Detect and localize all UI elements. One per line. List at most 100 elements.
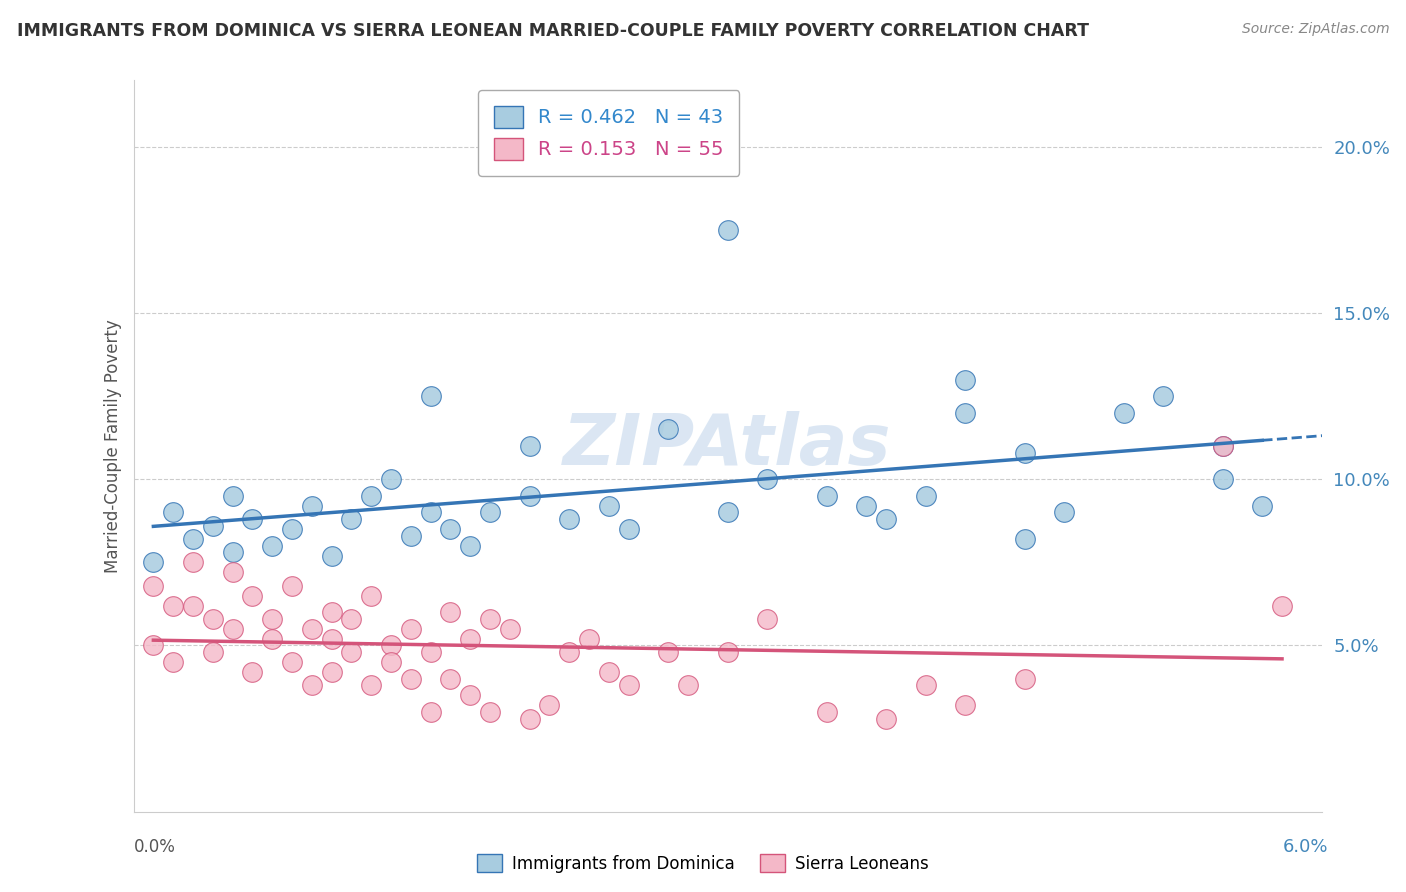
Point xyxy=(657,645,679,659)
Point xyxy=(181,555,204,569)
Point xyxy=(815,489,838,503)
Point xyxy=(360,678,382,692)
Point xyxy=(617,522,640,536)
Point xyxy=(221,566,243,580)
Point xyxy=(756,612,779,626)
Point xyxy=(717,506,740,520)
Text: Source: ZipAtlas.com: Source: ZipAtlas.com xyxy=(1241,22,1389,37)
Point xyxy=(439,522,461,536)
Point xyxy=(181,532,204,546)
Point xyxy=(360,489,382,503)
Point xyxy=(201,612,224,626)
Point xyxy=(458,632,481,646)
Point xyxy=(242,512,264,526)
Point xyxy=(142,555,165,569)
Point xyxy=(340,512,363,526)
Point xyxy=(1014,532,1036,546)
Point xyxy=(855,499,877,513)
Point xyxy=(419,389,441,403)
Point xyxy=(262,539,284,553)
Point xyxy=(519,712,541,726)
Point xyxy=(717,645,740,659)
Point xyxy=(458,539,481,553)
Legend: Immigrants from Dominica, Sierra Leoneans: Immigrants from Dominica, Sierra Leonean… xyxy=(471,847,935,880)
Point xyxy=(419,506,441,520)
Point xyxy=(380,639,402,653)
Point xyxy=(281,655,304,669)
Point xyxy=(676,678,699,692)
Point xyxy=(519,489,541,503)
Point xyxy=(538,698,561,713)
Point xyxy=(1014,445,1036,459)
Point xyxy=(360,589,382,603)
Point xyxy=(478,705,502,719)
Point xyxy=(181,599,204,613)
Point xyxy=(399,622,422,636)
Point xyxy=(1271,599,1294,613)
Point xyxy=(617,678,640,692)
Y-axis label: Married-Couple Family Poverty: Married-Couple Family Poverty xyxy=(104,319,122,573)
Legend: R = 0.462   N = 43, R = 0.153   N = 55: R = 0.462 N = 43, R = 0.153 N = 55 xyxy=(478,90,740,176)
Point xyxy=(142,579,165,593)
Point xyxy=(439,672,461,686)
Text: IMMIGRANTS FROM DOMINICA VS SIERRA LEONEAN MARRIED-COUPLE FAMILY POVERTY CORRELA: IMMIGRANTS FROM DOMINICA VS SIERRA LEONE… xyxy=(17,22,1088,40)
Point xyxy=(499,622,522,636)
Point xyxy=(262,632,284,646)
Point xyxy=(321,632,343,646)
Point xyxy=(242,665,264,679)
Point xyxy=(281,579,304,593)
Point xyxy=(439,605,461,619)
Point xyxy=(399,529,422,543)
Point xyxy=(598,665,620,679)
Point xyxy=(201,645,224,659)
Point xyxy=(262,612,284,626)
Point xyxy=(875,712,897,726)
Text: 0.0%: 0.0% xyxy=(134,838,176,855)
Point xyxy=(914,489,936,503)
Point xyxy=(478,506,502,520)
Point xyxy=(1053,506,1076,520)
Point xyxy=(340,645,363,659)
Point xyxy=(1112,406,1135,420)
Point xyxy=(598,499,620,513)
Point xyxy=(955,406,977,420)
Point xyxy=(419,705,441,719)
Point xyxy=(717,223,740,237)
Point xyxy=(419,645,441,659)
Point xyxy=(142,639,165,653)
Text: ZIPAtlas: ZIPAtlas xyxy=(564,411,891,481)
Point xyxy=(578,632,600,646)
Point xyxy=(301,678,323,692)
Point xyxy=(301,622,323,636)
Point xyxy=(558,512,581,526)
Point xyxy=(162,506,184,520)
Point xyxy=(281,522,304,536)
Point xyxy=(558,645,581,659)
Point xyxy=(1212,439,1234,453)
Point xyxy=(242,589,264,603)
Point xyxy=(458,689,481,703)
Point xyxy=(1212,439,1234,453)
Text: 6.0%: 6.0% xyxy=(1284,838,1329,855)
Point xyxy=(955,698,977,713)
Point xyxy=(321,605,343,619)
Point xyxy=(815,705,838,719)
Point xyxy=(380,472,402,486)
Point xyxy=(1212,472,1234,486)
Point xyxy=(221,622,243,636)
Point xyxy=(301,499,323,513)
Point xyxy=(221,489,243,503)
Point xyxy=(340,612,363,626)
Point xyxy=(321,549,343,563)
Point xyxy=(162,655,184,669)
Point xyxy=(657,422,679,436)
Point xyxy=(1014,672,1036,686)
Point xyxy=(201,518,224,533)
Point xyxy=(321,665,343,679)
Point xyxy=(221,545,243,559)
Point xyxy=(1152,389,1174,403)
Point xyxy=(1251,499,1274,513)
Point xyxy=(478,612,502,626)
Point xyxy=(380,655,402,669)
Point xyxy=(399,672,422,686)
